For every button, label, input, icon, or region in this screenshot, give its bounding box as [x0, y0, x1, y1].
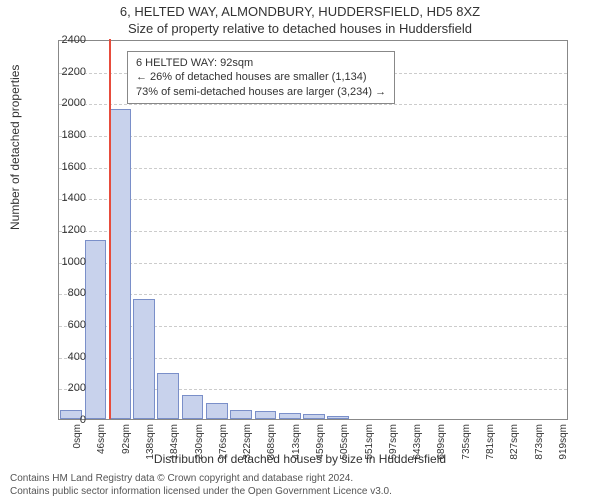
bar [303, 414, 325, 419]
x-tick-label: 781sqm [485, 424, 496, 474]
x-tick-label: 689sqm [436, 424, 447, 474]
annotation-line-1: 6 HELTED WAY: 92sqm [136, 56, 386, 70]
footer-line-2: Contains public sector information licen… [10, 485, 392, 498]
y-tick-label: 200 [46, 382, 86, 394]
y-tick-label: 1400 [46, 192, 86, 204]
y-tick-label: 1000 [46, 256, 86, 268]
x-tick-label: 184sqm [169, 424, 180, 474]
x-tick-label: 505sqm [339, 424, 350, 474]
grid-line [59, 231, 567, 232]
x-tick-label: 919sqm [558, 424, 569, 474]
grid-line [59, 263, 567, 264]
y-tick-label: 800 [46, 287, 86, 299]
x-tick-label: 368sqm [266, 424, 277, 474]
x-tick-label: 873sqm [534, 424, 545, 474]
grid-line [59, 294, 567, 295]
y-tick-label: 2200 [46, 66, 86, 78]
x-tick-label: 459sqm [315, 424, 326, 474]
y-tick-label: 1200 [46, 224, 86, 236]
x-tick-label: 551sqm [364, 424, 375, 474]
x-tick-label: 276sqm [218, 424, 229, 474]
bar [327, 416, 349, 419]
bar [206, 403, 228, 419]
y-axis-label: Number of detached properties [8, 65, 22, 230]
bar [279, 413, 301, 419]
bar [109, 109, 131, 419]
bar [85, 240, 107, 419]
chart-title-address: 6, HELTED WAY, ALMONDBURY, HUDDERSFIELD,… [0, 4, 600, 19]
bar [157, 373, 179, 419]
footer-attribution: Contains HM Land Registry data © Crown c… [10, 472, 392, 498]
x-tick-label: 322sqm [242, 424, 253, 474]
y-tick-label: 600 [46, 319, 86, 331]
x-tick-label: 138sqm [145, 424, 156, 474]
x-tick-label: 230sqm [194, 424, 205, 474]
x-tick-label: 643sqm [412, 424, 423, 474]
y-tick-label: 1600 [46, 161, 86, 173]
grid-line [59, 199, 567, 200]
y-tick-label: 400 [46, 351, 86, 363]
grid-line [59, 104, 567, 105]
grid-line [59, 168, 567, 169]
annotation-box: 6 HELTED WAY: 92sqm← 26% of detached hou… [127, 51, 395, 104]
x-tick-label: 735sqm [461, 424, 472, 474]
x-tick-label: 597sqm [388, 424, 399, 474]
chart-title-desc: Size of property relative to detached ho… [0, 21, 600, 36]
x-tick-label: 46sqm [96, 424, 107, 474]
highlight-marker-line [109, 39, 111, 419]
annotation-line-3: 73% of semi-detached houses are larger (… [136, 85, 386, 99]
bar [230, 410, 252, 420]
annotation-line-2: ← 26% of detached houses are smaller (1,… [136, 70, 386, 84]
grid-line [59, 136, 567, 137]
bar [133, 299, 155, 419]
y-tick-label: 1800 [46, 129, 86, 141]
y-tick-label: 2400 [46, 34, 86, 46]
x-tick-label: 827sqm [509, 424, 520, 474]
x-tick-label: 0sqm [72, 424, 83, 474]
x-tick-label: 413sqm [291, 424, 302, 474]
bar [255, 411, 277, 419]
chart-plot-area: 6 HELTED WAY: 92sqm← 26% of detached hou… [58, 40, 568, 420]
bar [182, 395, 204, 419]
x-tick-label: 92sqm [121, 424, 132, 474]
y-tick-label: 2000 [46, 97, 86, 109]
